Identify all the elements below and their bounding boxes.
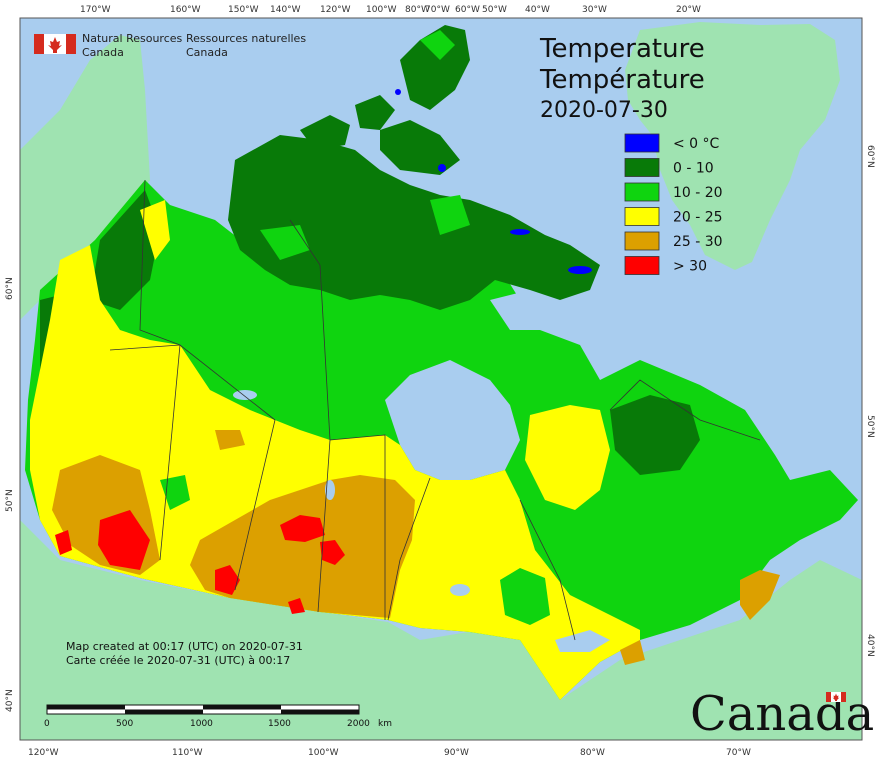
legend-swatch bbox=[624, 256, 660, 275]
top-graticule-labels: 170°W 160°W 150°W 140°W 120°W 100°W 80°W… bbox=[80, 5, 701, 15]
nrcan-logo bbox=[34, 34, 76, 54]
usa bbox=[20, 520, 862, 740]
tick-label: 80°W bbox=[405, 5, 430, 15]
legend: < 0 °C 0 - 10 10 - 20 20 - 25 25 - 30 > 30 bbox=[624, 133, 723, 275]
tick-label: 160°W bbox=[170, 5, 201, 15]
legend-label: 25 - 30 bbox=[673, 234, 723, 250]
alaska bbox=[20, 35, 150, 320]
tick-label: 70°W bbox=[726, 748, 751, 758]
tick-label: 80°W bbox=[580, 748, 605, 758]
legend-label: 0 - 10 bbox=[673, 161, 714, 177]
bottom-graticule-labels: 120°W 110°W 100°W 90°W 80°W 70°W bbox=[28, 748, 751, 758]
tick-label: 40°N bbox=[865, 634, 875, 657]
hudson-bay bbox=[385, 360, 520, 480]
tick-label: 70°W bbox=[425, 5, 450, 15]
maple-leaf-icon bbox=[48, 37, 62, 53]
legend-swatch bbox=[624, 158, 660, 177]
left-graticule-labels: 60°N 50°N 40°N bbox=[5, 277, 15, 712]
scale-label: 2000 bbox=[347, 719, 370, 729]
scale-unit: km bbox=[378, 719, 392, 729]
wordmark-text: Canada bbox=[690, 686, 874, 742]
zone-25-30 bbox=[190, 475, 415, 618]
map-frame bbox=[19, 17, 863, 741]
agency-name-fr-2: Canada bbox=[186, 46, 228, 59]
tick-label: 110°W bbox=[172, 748, 203, 758]
legend-label: 10 - 20 bbox=[673, 185, 723, 201]
tick-label: 20°W bbox=[676, 5, 701, 15]
tick-label: 60°W bbox=[455, 5, 480, 15]
scale-label: 1000 bbox=[190, 719, 213, 729]
tick-label: 170°W bbox=[80, 5, 111, 15]
tick-label: 60°N bbox=[5, 277, 15, 300]
title-fr: Température bbox=[539, 65, 705, 95]
title-en: Temperature bbox=[539, 34, 705, 64]
tick-label: 40°W bbox=[525, 5, 550, 15]
legend-label: > 30 bbox=[673, 259, 707, 275]
agency-name-en-2: Canada bbox=[82, 46, 124, 59]
tick-label: 140°W bbox=[270, 5, 301, 15]
tick-label: 100°W bbox=[366, 5, 397, 15]
scale-label: 500 bbox=[116, 719, 133, 729]
agency-name-en-1: Natural Resources bbox=[82, 32, 183, 45]
legend-swatch bbox=[624, 182, 660, 202]
scale-label: 1500 bbox=[268, 719, 291, 729]
legend-swatch bbox=[624, 133, 660, 153]
legend-label: < 0 °C bbox=[673, 136, 720, 152]
tick-label: 50°N bbox=[5, 489, 15, 512]
tick-label: 40°N bbox=[5, 689, 15, 712]
zone-20-25 bbox=[30, 245, 640, 700]
provincial-borders bbox=[109, 179, 761, 641]
wordmark-flag-icon bbox=[826, 692, 831, 702]
legend-swatch bbox=[624, 231, 660, 251]
credit-fr: Carte créée le 2020-07-31 (UTC) à 00:17 bbox=[66, 654, 290, 667]
hudson-strait bbox=[490, 290, 560, 330]
canada-wordmark: Canada bbox=[690, 686, 874, 742]
legend-swatch bbox=[624, 207, 660, 226]
scale-bar: 0 500 1000 1500 2000 km bbox=[44, 704, 392, 729]
tick-label: 120°W bbox=[28, 748, 59, 758]
agency-name-fr-1: Ressources naturelles bbox=[186, 32, 306, 45]
flag-bar-left bbox=[34, 34, 44, 54]
tick-label: 50°N bbox=[865, 415, 875, 438]
tick-label: 30°W bbox=[582, 5, 607, 15]
tick-label: 150°W bbox=[228, 5, 259, 15]
right-graticule-labels: 60°N 50°N 40°N bbox=[865, 145, 875, 657]
tick-label: 120°W bbox=[320, 5, 351, 15]
credit-en: Map created at 00:17 (UTC) on 2020-07-31 bbox=[66, 640, 303, 653]
tick-label: 50°W bbox=[482, 5, 507, 15]
greenland bbox=[625, 22, 840, 270]
tick-label: 90°W bbox=[444, 748, 469, 758]
scale-label: 0 bbox=[44, 719, 50, 729]
flag-bar-right bbox=[66, 34, 76, 54]
zone-over-30 bbox=[280, 515, 325, 542]
map-date: 2020-07-30 bbox=[540, 98, 668, 123]
legend-label: 20 - 25 bbox=[673, 210, 723, 226]
tick-label: 60°N bbox=[865, 145, 875, 168]
tick-label: 100°W bbox=[308, 748, 339, 758]
arctic-islands bbox=[228, 135, 600, 310]
